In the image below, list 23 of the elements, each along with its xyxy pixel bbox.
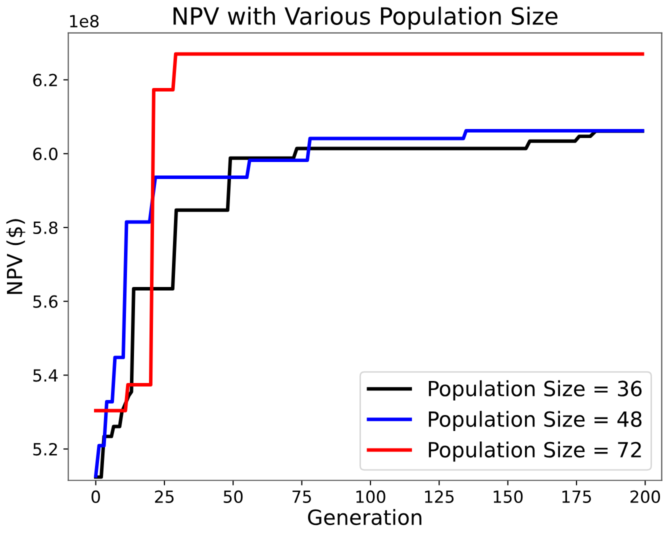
x-tick-label: 25 — [155, 490, 174, 503]
x-tick-label: 125 — [425, 490, 454, 503]
legend-label: Population Size = 48 — [428, 410, 642, 432]
x-tick-label: 50 — [224, 490, 243, 503]
x-tick-label: 200 — [630, 490, 660, 503]
y-tick-label: 5.8 — [33, 221, 58, 234]
y-tick-label: 6.2 — [33, 74, 57, 86]
x-tick-label: 100 — [356, 490, 386, 503]
x-tick-label: 75 — [292, 490, 311, 503]
x-axis-title: Generation — [308, 509, 422, 526]
y-tick-label: 5.2 — [33, 442, 57, 456]
x-tick-label: 175 — [562, 490, 591, 503]
x-tick-label: 0 — [92, 490, 100, 503]
legend-label: Population Size = 72 — [428, 441, 641, 462]
chart-title: NPV with Various Population Size — [174, 6, 558, 30]
text: 1e8 — [70, 14, 99, 28]
x-tick-label: 150 — [494, 490, 523, 503]
y-tick-label: 5.4 — [33, 369, 58, 382]
y-tick-label: 6.0 — [33, 148, 58, 160]
line-series — [94, 52, 644, 412]
y-tick-label: 5.6 — [33, 295, 58, 308]
y-axis-title: NPV ($) — [6, 219, 26, 294]
legend-label: Population Size = 36 — [428, 380, 642, 400]
